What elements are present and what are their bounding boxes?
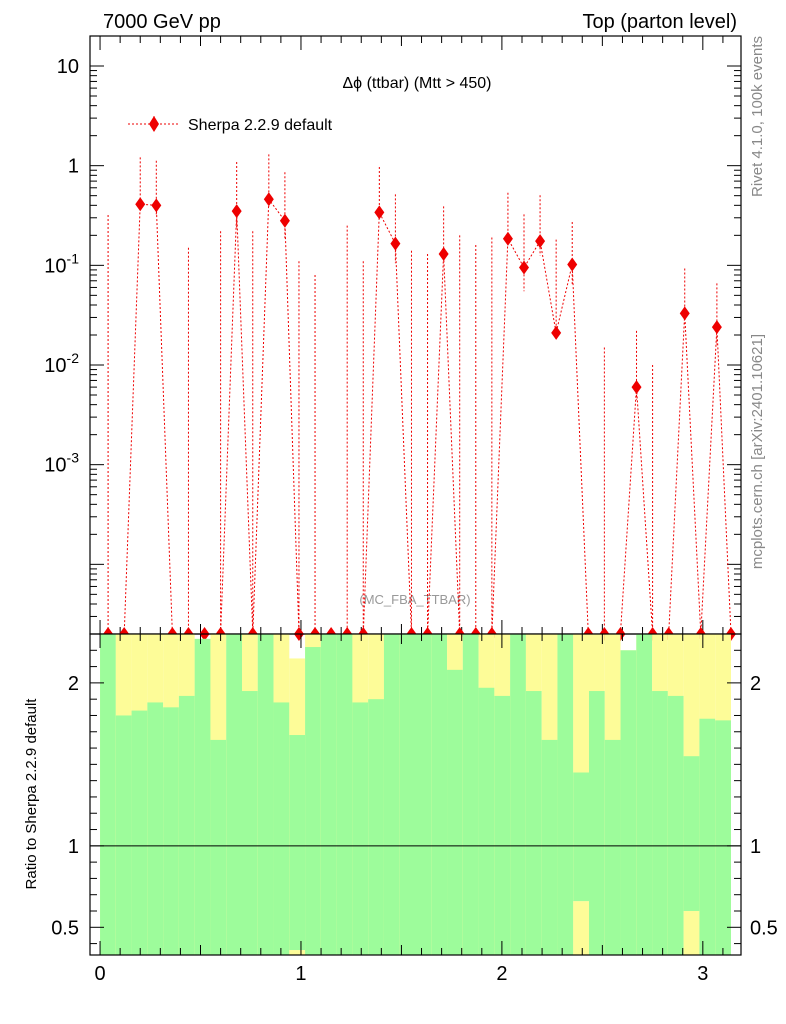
ratio-inner-band: [336, 634, 353, 955]
top-y-tick-label: 10-2: [44, 350, 79, 377]
rivet-label: Rivet 4.1.0, 100k events: [749, 36, 766, 197]
ratio-inner-band: [683, 756, 700, 912]
top-y-tick-label: 10-3: [44, 450, 79, 477]
data-point: [631, 380, 642, 395]
ratio-tick-labels: 0.5 0.5 1 1 2 2 0 1 2 3: [51, 673, 778, 985]
top-panel: Δϕ (ttbar) (Mtt > 450) (MC_FBA_TTBAR) 10…: [44, 35, 742, 641]
ratio-outer-band: [573, 901, 589, 955]
ratio-inner-band: [573, 772, 589, 902]
ratio-y-tick-label: 1: [68, 836, 79, 858]
ratio-inner-band: [178, 695, 195, 955]
ratio-inner-band: [557, 634, 574, 955]
series-line-layer: [108, 197, 732, 635]
ratio-inner-band: [289, 735, 306, 951]
ratio-inner-band: [652, 691, 668, 955]
ratio-inner-band: [510, 634, 526, 955]
ratio-inner-band: [636, 634, 653, 955]
plot-title: Δϕ (ttbar) (Mtt > 450): [342, 75, 491, 92]
data-point: [502, 231, 513, 246]
x-tick-label: 2: [496, 963, 507, 985]
ratio-ylabel: Ratio to Sherpa 2.2.9 default: [23, 698, 40, 890]
legend-label: Sherpa 2.2.9 default: [188, 117, 333, 134]
ratio-y-tick-label-right: 0.5: [750, 917, 778, 939]
ratio-inner-band: [210, 739, 227, 955]
ratio-inner-band: [257, 634, 274, 955]
ratio-inner-band: [383, 634, 400, 955]
ratio-frame: [89, 633, 742, 956]
ratio-inner-band: [588, 691, 605, 955]
data-point: [231, 204, 242, 219]
legend-marker: [149, 116, 159, 132]
ratio-inner-band: [242, 691, 258, 955]
ratio-y-tick-label: 2: [68, 673, 79, 695]
legend: Sherpa 2.2.9 default: [128, 116, 333, 134]
ratio-panel: 0.5 0.5 1 1 2 2 0 1 2 3 Ratio to Sherpa 2.2.9 def…: [23, 633, 778, 985]
ratio-y-tick-label-right: 1: [750, 836, 761, 858]
ratio-inner-band: [131, 710, 148, 955]
ratio-inner-band: [478, 687, 495, 955]
data-point: [551, 325, 562, 340]
ratio-inner-band: [525, 691, 542, 955]
top-y-tick-label: 10-1: [44, 250, 79, 277]
mcplots-label: mcplots.cern.ch [arXiv:2401.10621]: [749, 334, 766, 569]
data-point: [279, 213, 290, 228]
ratio-inner-band: [715, 720, 731, 955]
ratio-inner-band: [226, 634, 243, 955]
series-line: [108, 197, 732, 635]
ratio-inner-band: [699, 718, 716, 955]
data-point: [438, 246, 449, 261]
ratio-inner-band: [447, 669, 463, 955]
header-left: 7000 GeV pp: [103, 11, 221, 33]
ratio-inner-band: [494, 695, 511, 955]
data-point: [374, 205, 385, 220]
ratio-inner-band: [147, 702, 164, 955]
ratio-band-layer: [100, 634, 731, 955]
ratio-inner-band: [163, 707, 179, 955]
ratio-inner-band: [320, 634, 337, 955]
ratio-inner-band: [368, 699, 384, 955]
ratio-inner-band: [415, 634, 432, 955]
ratio-inner-band: [100, 634, 116, 955]
data-point: [679, 306, 690, 321]
data-point: [535, 234, 546, 249]
x-tick-label: 1: [295, 963, 306, 985]
data-point: [390, 236, 401, 251]
ratio-y-tick-label: 0.5: [51, 917, 79, 939]
header-right: Top (parton level): [582, 11, 737, 33]
ratio-axis-ticks: [90, 634, 741, 955]
ratio-outer-band: [683, 911, 700, 955]
ratio-inner-band: [194, 638, 211, 955]
ratio-inner-band: [431, 634, 448, 955]
data-point: [519, 260, 529, 275]
x-tick-label: 3: [697, 963, 708, 985]
data-point: [567, 257, 578, 272]
data-point: [711, 320, 722, 335]
series-point-layer: [103, 192, 736, 641]
series-error-layer: [107, 154, 718, 634]
top-y-tick-labels: 10-3 10-2 10-1 1 10: [44, 56, 79, 477]
ratio-inner-band: [604, 739, 621, 955]
ratio-inner-band: [115, 715, 132, 955]
ratio-inner-band: [541, 739, 558, 955]
ratio-inner-band: [620, 650, 637, 955]
ratio-inner-band: [462, 634, 479, 955]
ratio-y-tick-label-right: 2: [750, 673, 761, 695]
data-point: [135, 197, 146, 212]
ratio-outer-band: [289, 950, 306, 955]
data-point: [263, 192, 274, 207]
data-point: [151, 198, 162, 213]
ratio-inner-band: [305, 647, 321, 955]
ratio-inner-band: [667, 695, 684, 955]
top-y-tick-label: 10: [57, 56, 79, 78]
top-y-tick-label: 1: [68, 156, 79, 178]
ratio-inner-band: [399, 634, 416, 955]
x-tick-label: 0: [94, 963, 105, 985]
ratio-inner-band: [352, 702, 369, 955]
analysis-label: (MC_FBA_TTBAR): [359, 592, 470, 607]
ratio-inner-band: [273, 702, 290, 955]
